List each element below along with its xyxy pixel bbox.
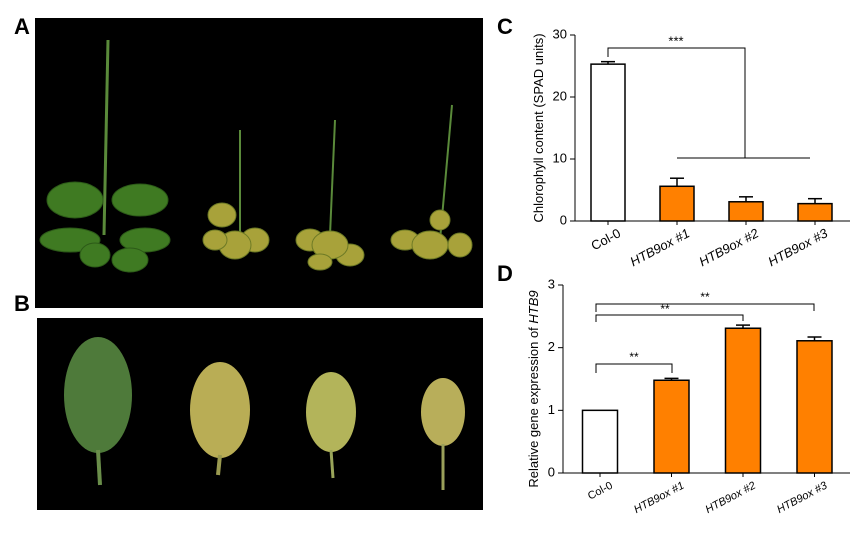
y-tick-label: 10 <box>553 150 567 165</box>
bar <box>653 379 690 474</box>
bar <box>728 201 764 222</box>
y-axis-label-text: Chlorophyll content (SPAD units) <box>531 33 546 222</box>
y-tick-label: 2 <box>548 339 555 354</box>
annotation: ** <box>700 290 710 304</box>
error-bar <box>739 196 753 202</box>
bar <box>590 63 626 222</box>
x-tick-label: HTB9ox #3 <box>775 479 830 516</box>
x-tick-label: HTB9ox #2 <box>697 225 762 269</box>
annotation: ** <box>629 350 639 364</box>
y-axis-label-italic: HTB9 <box>526 290 541 323</box>
significance-brackets: *** ** ** ** <box>595 33 815 373</box>
panel-label: C <box>497 14 513 39</box>
x-tick-label: Col-0 <box>586 480 615 503</box>
y-tick-label: 0 <box>548 464 555 479</box>
panel-label: B <box>14 291 30 316</box>
y-tick-label: 30 <box>553 26 567 41</box>
y-axis-label: Relative gene expression of HTB9 <box>526 290 541 487</box>
bar <box>581 409 619 474</box>
error-bar <box>601 60 615 65</box>
y-tick-label: 0 <box>560 212 567 227</box>
x-tick-label: HTB9ox #1 <box>628 225 692 269</box>
error-bar <box>664 377 679 381</box>
error-bar <box>670 177 684 187</box>
x-tick-label: HTB9ox #1 <box>632 480 686 516</box>
error-bar <box>808 197 822 204</box>
annotation: *** <box>668 33 683 48</box>
y-axis-label-text: Relative gene expression of <box>526 324 541 488</box>
error-bar <box>807 336 822 341</box>
bar <box>797 202 833 222</box>
y-axis-label: Chlorophyll content (SPAD units) <box>531 33 546 222</box>
annotation: ** <box>660 302 670 316</box>
x-tick-label: HTB9ox #3 <box>766 225 831 269</box>
y-tick-label: 3 <box>548 276 555 291</box>
panel-label: A <box>14 14 30 39</box>
x-tick-label: HTB9ox #2 <box>704 480 758 516</box>
bar <box>796 340 833 474</box>
bar <box>724 327 762 474</box>
photo-plants <box>35 18 483 308</box>
panel-label: D <box>497 261 513 286</box>
photo-leaves <box>37 318 483 510</box>
y-tick-label: 1 <box>548 402 555 417</box>
bar <box>659 185 695 222</box>
y-tick-label: 20 <box>553 88 567 103</box>
x-tick-label: Col-0 <box>589 225 623 253</box>
error-bar <box>736 324 750 329</box>
